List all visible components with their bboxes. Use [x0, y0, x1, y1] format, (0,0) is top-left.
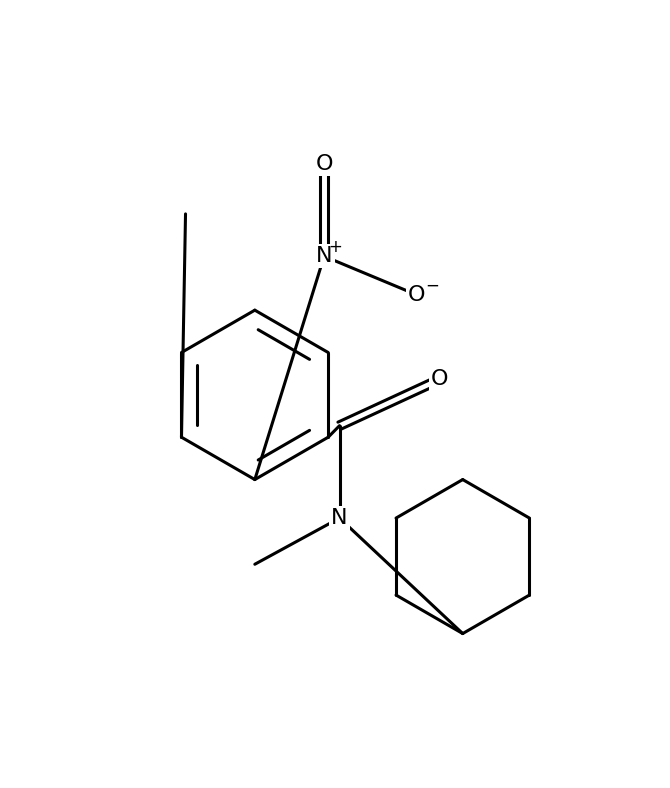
Text: −: −: [425, 277, 439, 295]
Text: O: O: [316, 154, 333, 174]
Text: N: N: [331, 508, 348, 528]
Text: N: N: [316, 247, 332, 266]
Text: O: O: [431, 370, 448, 389]
Text: +: +: [329, 238, 342, 256]
Text: O: O: [408, 284, 425, 305]
